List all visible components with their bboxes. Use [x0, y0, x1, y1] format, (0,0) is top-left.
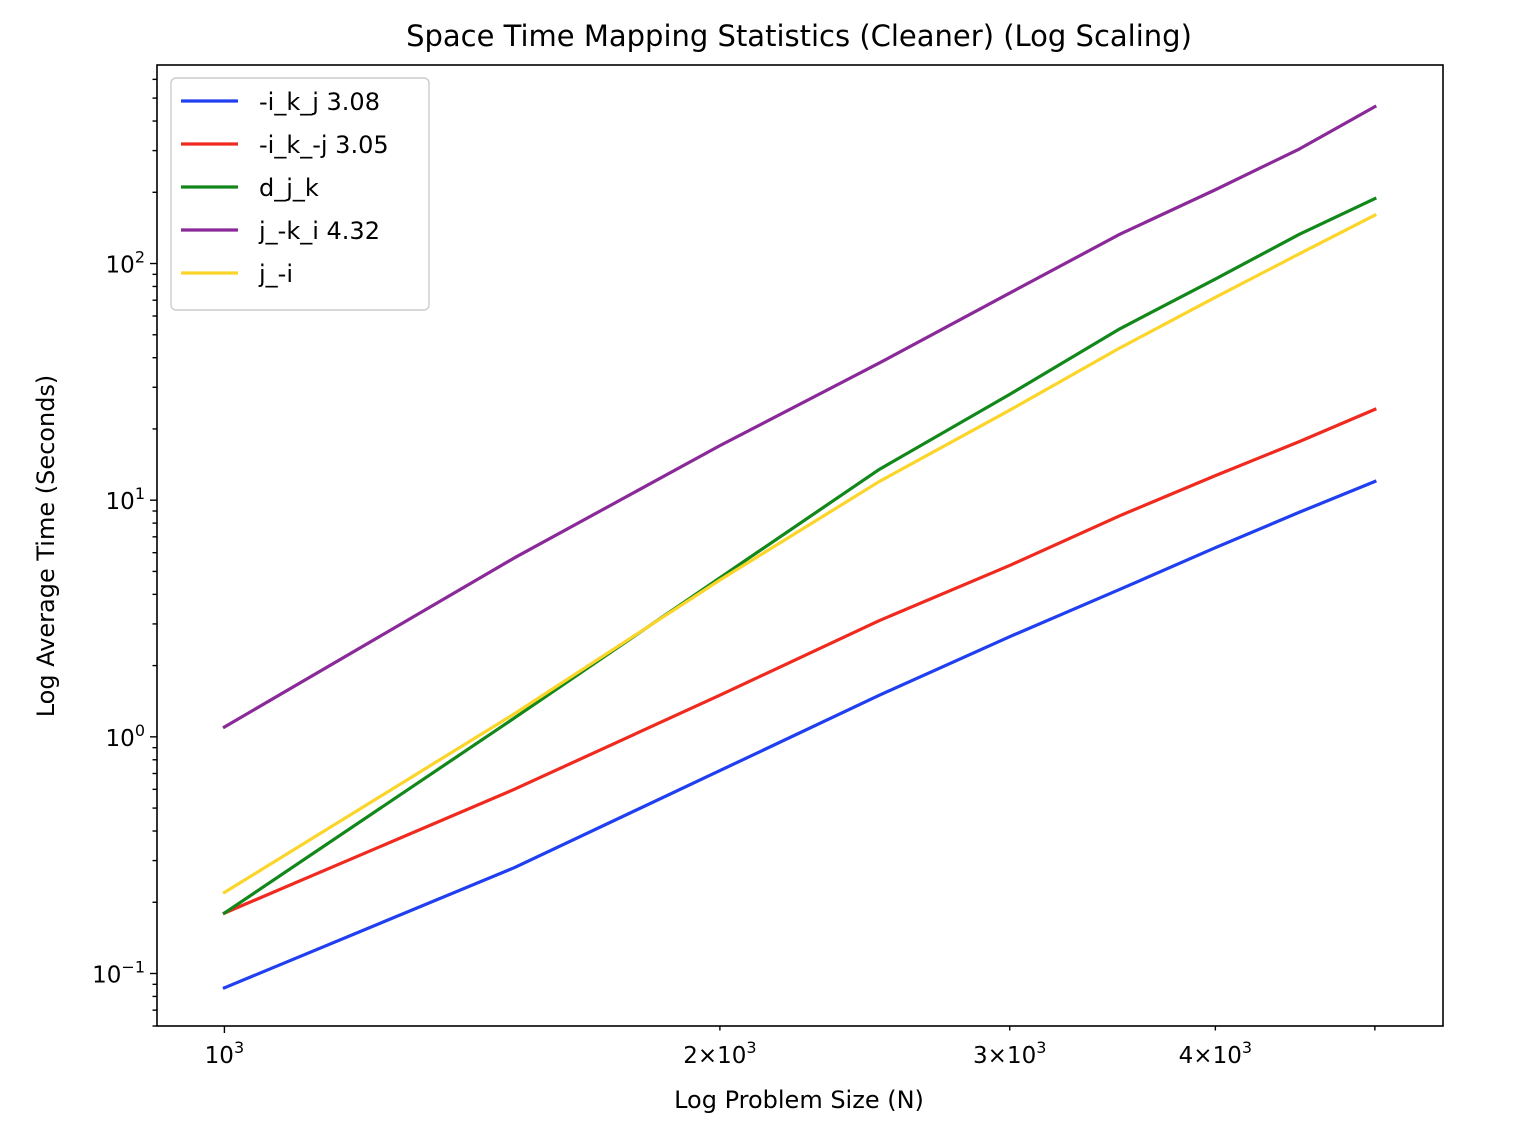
- y-tick-label: 102: [106, 248, 145, 279]
- y-axis: 10−1 100 101 102: [92, 78, 157, 1027]
- series-line-1: [222, 407, 1377, 916]
- series-line-4: [222, 213, 1378, 895]
- y-tick-label: 101: [106, 484, 145, 515]
- legend-label-4: j_-i: [258, 260, 293, 288]
- legend-label-3: j_-k_i 4.32: [258, 217, 380, 245]
- legend-box: [170, 77, 430, 311]
- x-axis: 103 2×103 3×103 4×103: [205, 1026, 1376, 1069]
- legend-label-0: -i_k_j 3.08: [259, 88, 380, 116]
- chart-title: Space Time Mapping Statistics (Cleaner) …: [406, 19, 1192, 53]
- y-tick-label: 10−1: [92, 957, 145, 988]
- series-line-0: [222, 479, 1377, 990]
- x-tick-label: 4×103: [1179, 1038, 1252, 1069]
- x-tick-label: 103: [205, 1038, 244, 1069]
- axes-frame: [156, 64, 1444, 1027]
- series-line-2: [222, 196, 1378, 916]
- x-tick-label: 2×103: [683, 1038, 756, 1069]
- series-line-3: [222, 104, 1378, 730]
- legend-label-2: d_j_k: [259, 174, 319, 202]
- legend: -i_k_j 3.08 -i_k_-j 3.05 d_j_k j_-k_i 4.32 j…: [170, 77, 430, 311]
- legend-label-1: -i_k_-j 3.05: [259, 131, 389, 159]
- y-tick-label: 100: [106, 721, 145, 752]
- plot-area: [222, 104, 1378, 990]
- x-tick-label: 3×103: [973, 1038, 1046, 1069]
- x-axis-label: Log Problem Size (N): [674, 1086, 924, 1114]
- y-axis-label: Log Average Time (Seconds): [32, 375, 60, 718]
